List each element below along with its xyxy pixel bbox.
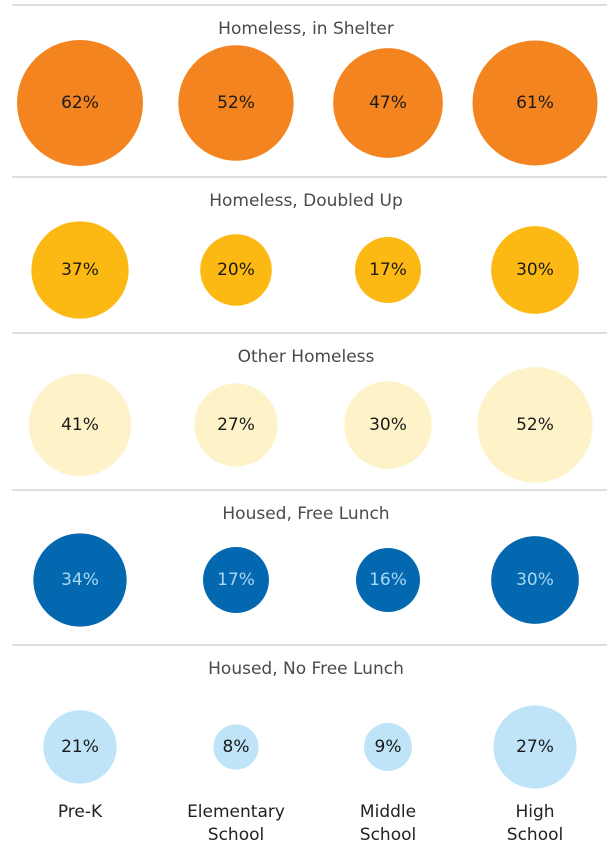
value-label: 52% (516, 415, 554, 435)
value-label: 17% (217, 570, 255, 590)
bubble (28, 373, 132, 477)
bubble (491, 536, 579, 624)
value-label: 47% (369, 93, 407, 113)
bubble (356, 548, 420, 612)
bubble (477, 367, 593, 483)
bubble (493, 705, 577, 789)
value-label: 17% (369, 260, 407, 280)
bubble (355, 237, 421, 303)
bubble (31, 221, 129, 319)
value-label: 30% (516, 260, 554, 280)
value-label: 41% (61, 415, 99, 435)
category-label: Pre-K (58, 802, 103, 822)
bubble (43, 710, 117, 784)
value-label: 8% (223, 737, 250, 757)
value-label: 37% (61, 260, 99, 280)
row-title: Other Homeless (238, 347, 375, 367)
bubble (200, 234, 272, 306)
bubble (178, 45, 294, 161)
row-title: Homeless, Doubled Up (209, 191, 403, 211)
row-title: Housed, Free Lunch (222, 504, 389, 524)
bubble (194, 383, 278, 467)
category-label: High School (507, 802, 563, 845)
value-label: 9% (375, 737, 402, 757)
value-label: 16% (369, 570, 407, 590)
bubble (17, 40, 143, 166)
bubble (213, 724, 259, 770)
category-label: Middle School (360, 802, 416, 845)
value-label: 30% (369, 415, 407, 435)
bubble (491, 226, 579, 314)
category-label: Elementary School (187, 802, 285, 845)
bubble (333, 48, 443, 158)
bubble (472, 40, 598, 166)
row-title: Housed, No Free Lunch (208, 659, 404, 679)
value-label: 62% (61, 93, 99, 113)
value-label: 27% (516, 737, 554, 757)
value-label: 21% (61, 737, 99, 757)
value-label: 27% (217, 415, 255, 435)
row-title: Homeless, in Shelter (218, 19, 394, 39)
value-label: 34% (61, 570, 99, 590)
value-label: 61% (516, 93, 554, 113)
value-label: 52% (217, 93, 255, 113)
bubble (33, 533, 127, 627)
bubble (203, 547, 269, 613)
bubble (344, 381, 432, 469)
bubble (364, 723, 412, 771)
value-label: 30% (516, 570, 554, 590)
value-label: 20% (217, 260, 255, 280)
